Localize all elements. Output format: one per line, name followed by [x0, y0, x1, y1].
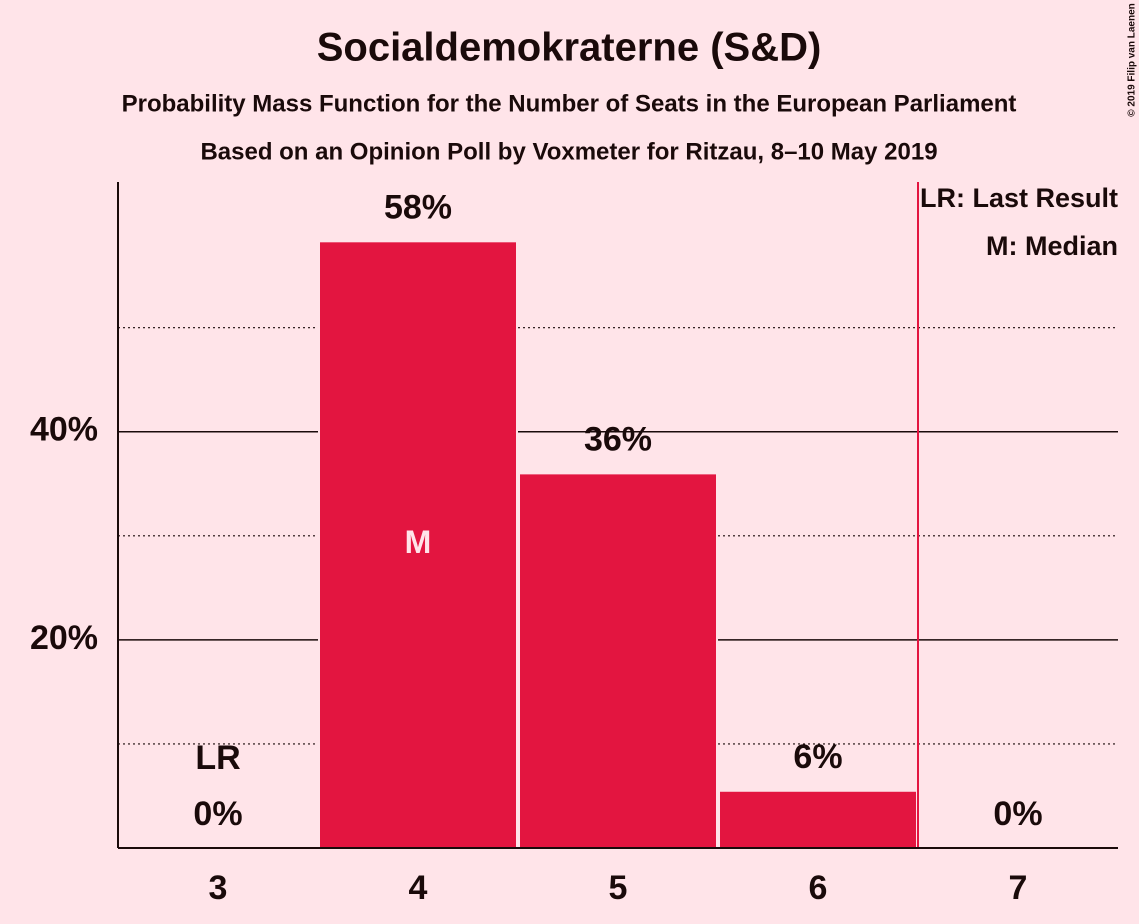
legend-entry: M: Median [986, 231, 1118, 261]
value-label: 0% [993, 795, 1042, 833]
value-label: 6% [793, 738, 842, 776]
median-label: M [405, 524, 432, 560]
x-tick-label: 6 [809, 869, 828, 907]
value-label: 0% [193, 795, 242, 833]
y-tick-label: 20% [30, 619, 98, 657]
value-label: 36% [584, 420, 652, 458]
last-result-label: LR [195, 739, 240, 777]
bar [518, 472, 718, 849]
y-tick-label: 40% [30, 411, 98, 449]
chart-title: Socialdemokraterne (S&D) [317, 26, 822, 70]
value-label: 58% [384, 188, 452, 226]
chart-subtitle: Based on an Opinion Poll by Voxmeter for… [200, 138, 937, 165]
legend-entry: LR: Last Result [920, 183, 1118, 213]
x-tick-label: 5 [609, 869, 628, 907]
chart-subtitle: Probability Mass Function for the Number… [122, 90, 1017, 117]
x-tick-label: 7 [1009, 869, 1028, 907]
copyright: © 2019 Filip van Laenen [1127, 3, 1138, 117]
x-tick-label: 4 [409, 869, 428, 907]
bar [718, 789, 918, 849]
x-tick-label: 3 [209, 869, 228, 907]
